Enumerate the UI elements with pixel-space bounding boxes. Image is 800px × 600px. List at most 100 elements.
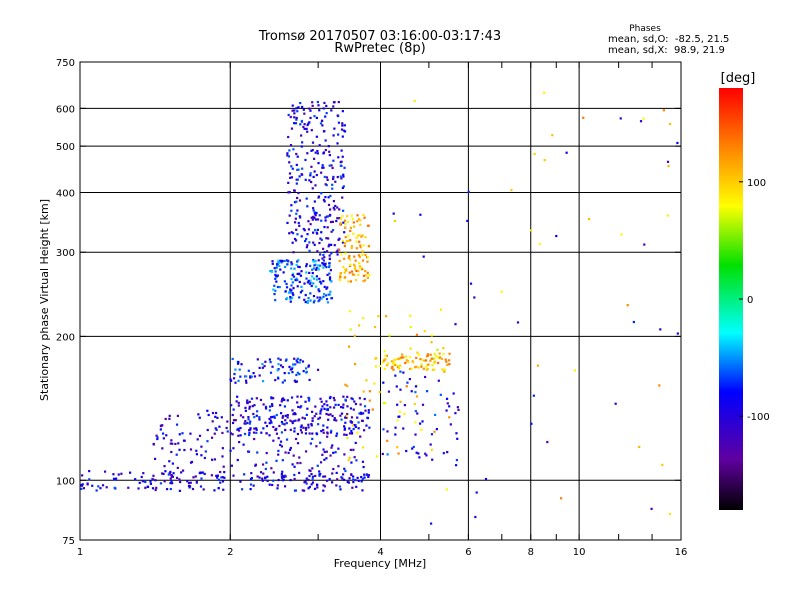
data-point (310, 165, 313, 168)
data-point (296, 395, 299, 398)
data-point (310, 472, 313, 476)
data-point (327, 237, 330, 240)
data-point (298, 373, 301, 376)
data-point (216, 416, 219, 419)
data-point (290, 231, 293, 234)
data-point (256, 358, 259, 361)
data-point (325, 176, 329, 179)
data-point (309, 469, 312, 473)
data-point (296, 110, 299, 113)
data-point (296, 278, 299, 282)
data-point (342, 395, 345, 398)
data-point (319, 397, 322, 400)
data-point (661, 463, 664, 466)
data-point (354, 267, 357, 271)
data-point (86, 483, 89, 486)
data-point (272, 397, 275, 400)
data-point (324, 294, 328, 297)
data-point (295, 182, 298, 185)
data-point (307, 365, 310, 368)
data-point (222, 488, 225, 491)
data-point (281, 365, 284, 369)
data-point (352, 480, 355, 484)
data-point (320, 192, 323, 195)
data-point (343, 433, 346, 436)
data-point (420, 363, 423, 366)
data-point (293, 189, 296, 192)
chart-subtitle: RwPretec (8p) (334, 41, 425, 56)
data-point (415, 333, 419, 336)
data-point (317, 264, 320, 267)
data-point (324, 139, 327, 142)
data-point (365, 424, 368, 427)
data-point (295, 212, 298, 215)
data-point (390, 366, 394, 370)
data-point (385, 364, 389, 367)
data-point (662, 109, 666, 112)
data-point (237, 360, 240, 364)
data-point (182, 439, 186, 442)
data-point (156, 437, 159, 441)
data-point (230, 464, 233, 467)
data-point (305, 277, 308, 280)
data-point (388, 334, 391, 337)
data-point (268, 409, 271, 412)
data-point (353, 456, 356, 459)
data-point (342, 478, 346, 481)
data-point (445, 397, 449, 400)
data-point (169, 470, 172, 474)
data-point (307, 399, 311, 402)
data-point (384, 402, 387, 405)
data-point (286, 263, 289, 266)
data-point (295, 228, 298, 231)
data-point (294, 437, 298, 441)
data-point (313, 264, 316, 267)
data-point (311, 187, 314, 190)
data-point (322, 484, 325, 487)
data-point (300, 270, 303, 273)
data-point (281, 381, 284, 384)
data-point (331, 187, 334, 190)
data-point (196, 438, 199, 441)
data-point (352, 232, 355, 235)
data-point (331, 177, 335, 181)
data-point (323, 175, 326, 179)
data-point (343, 428, 346, 431)
data-point (413, 402, 416, 406)
colorbar-tick-label: 100 (747, 178, 766, 189)
data-point (308, 121, 311, 124)
data-point (311, 481, 315, 484)
data-point (363, 405, 367, 408)
data-point (337, 100, 340, 104)
data-point (339, 175, 342, 178)
data-point (275, 459, 278, 462)
data-point (305, 271, 308, 274)
y-tick-label: 200 (56, 332, 75, 343)
data-point (358, 412, 361, 415)
data-point (315, 275, 318, 278)
data-point (336, 217, 339, 220)
data-point (307, 228, 311, 231)
data-point (295, 200, 298, 203)
data-point (280, 475, 283, 478)
data-point (324, 216, 327, 219)
data-point (341, 241, 345, 244)
data-point (211, 458, 214, 461)
data-point (293, 116, 296, 119)
data-point (314, 285, 318, 288)
data-point (398, 367, 401, 370)
data-point (342, 406, 345, 409)
data-point (407, 361, 410, 364)
data-point (246, 421, 249, 425)
data-point (292, 287, 295, 290)
data-point (232, 447, 235, 450)
data-point (328, 293, 332, 296)
data-point (399, 364, 402, 367)
data-point (169, 477, 172, 480)
data-point (381, 360, 385, 364)
data-point (438, 356, 441, 359)
data-point (368, 390, 372, 393)
data-point (406, 381, 409, 384)
data-point (322, 107, 325, 110)
data-point (159, 428, 162, 431)
